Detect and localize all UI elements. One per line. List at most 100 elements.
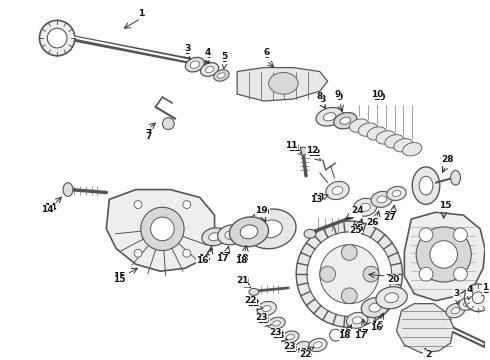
Polygon shape xyxy=(396,303,454,353)
Text: 19: 19 xyxy=(255,206,268,215)
Ellipse shape xyxy=(272,321,280,326)
Ellipse shape xyxy=(307,232,392,316)
Text: 20: 20 xyxy=(386,274,398,283)
Text: 18: 18 xyxy=(339,329,352,338)
Ellipse shape xyxy=(240,225,258,239)
Text: 7: 7 xyxy=(146,129,152,138)
Circle shape xyxy=(141,207,184,251)
Text: 13: 13 xyxy=(312,193,324,202)
Text: 23: 23 xyxy=(283,342,295,351)
Text: 4: 4 xyxy=(466,285,472,294)
Text: 21: 21 xyxy=(238,278,250,287)
Text: 28: 28 xyxy=(441,154,454,163)
Ellipse shape xyxy=(334,113,357,129)
Ellipse shape xyxy=(225,230,238,239)
Text: 28: 28 xyxy=(440,157,452,166)
Ellipse shape xyxy=(369,303,381,312)
Text: 4: 4 xyxy=(204,48,211,57)
Ellipse shape xyxy=(269,72,298,94)
Circle shape xyxy=(162,118,174,130)
Text: 15: 15 xyxy=(440,201,452,210)
Text: 22: 22 xyxy=(299,350,311,359)
Text: 5: 5 xyxy=(221,52,227,61)
Ellipse shape xyxy=(371,192,392,207)
Ellipse shape xyxy=(63,183,73,197)
Text: 23: 23 xyxy=(272,330,285,339)
Ellipse shape xyxy=(394,139,413,152)
Ellipse shape xyxy=(376,131,395,144)
Text: 9: 9 xyxy=(336,93,343,102)
Circle shape xyxy=(342,288,357,303)
Text: 23: 23 xyxy=(255,313,268,322)
Ellipse shape xyxy=(268,317,285,329)
Circle shape xyxy=(150,217,174,241)
Text: 18: 18 xyxy=(235,256,247,265)
Circle shape xyxy=(48,28,67,48)
Text: 1: 1 xyxy=(482,286,488,295)
Ellipse shape xyxy=(403,143,422,156)
Text: 10: 10 xyxy=(370,90,383,99)
Ellipse shape xyxy=(295,341,311,352)
Ellipse shape xyxy=(316,108,343,126)
Circle shape xyxy=(454,228,467,242)
Ellipse shape xyxy=(353,198,377,216)
Circle shape xyxy=(183,249,191,257)
Text: 25: 25 xyxy=(349,226,362,235)
Ellipse shape xyxy=(360,203,370,211)
Ellipse shape xyxy=(229,217,269,247)
Text: 4: 4 xyxy=(466,287,472,296)
Text: 14: 14 xyxy=(41,205,53,214)
Ellipse shape xyxy=(332,186,343,195)
Text: 17: 17 xyxy=(354,330,367,339)
Ellipse shape xyxy=(200,63,219,76)
Text: 11: 11 xyxy=(285,141,297,150)
Text: 16: 16 xyxy=(198,254,211,263)
Text: 26: 26 xyxy=(367,219,379,228)
Text: 15: 15 xyxy=(438,203,450,212)
Text: 3: 3 xyxy=(185,48,191,57)
Ellipse shape xyxy=(259,220,282,238)
Ellipse shape xyxy=(214,70,229,81)
Ellipse shape xyxy=(218,225,245,245)
Circle shape xyxy=(472,292,484,303)
Ellipse shape xyxy=(464,301,471,306)
Text: 3: 3 xyxy=(454,291,461,300)
Circle shape xyxy=(183,201,191,208)
Ellipse shape xyxy=(202,228,227,246)
Circle shape xyxy=(342,245,357,260)
Ellipse shape xyxy=(387,186,406,201)
Text: 8: 8 xyxy=(319,95,326,104)
Text: 15: 15 xyxy=(113,271,125,280)
Polygon shape xyxy=(404,212,485,301)
Text: 14: 14 xyxy=(44,203,56,212)
Ellipse shape xyxy=(218,73,225,78)
Ellipse shape xyxy=(349,119,369,132)
Text: 23: 23 xyxy=(257,316,270,325)
Ellipse shape xyxy=(326,181,349,199)
Ellipse shape xyxy=(352,317,362,324)
Text: 2: 2 xyxy=(425,350,431,359)
Text: 13: 13 xyxy=(310,195,322,204)
Circle shape xyxy=(40,21,75,56)
Text: 15: 15 xyxy=(113,275,125,284)
Text: 17: 17 xyxy=(356,329,368,338)
Text: 22: 22 xyxy=(245,296,257,305)
Ellipse shape xyxy=(320,245,379,303)
Text: 22: 22 xyxy=(300,348,312,357)
Ellipse shape xyxy=(245,209,296,249)
Ellipse shape xyxy=(346,312,368,328)
Polygon shape xyxy=(237,68,328,101)
Text: 18: 18 xyxy=(338,330,351,339)
Text: 10: 10 xyxy=(372,93,385,102)
Text: 17: 17 xyxy=(216,254,229,263)
Text: 23: 23 xyxy=(285,345,297,354)
Polygon shape xyxy=(106,190,215,271)
Ellipse shape xyxy=(358,123,378,136)
Circle shape xyxy=(320,266,336,282)
Ellipse shape xyxy=(392,190,401,197)
Ellipse shape xyxy=(185,57,204,72)
Text: 5: 5 xyxy=(221,55,227,64)
Ellipse shape xyxy=(451,170,461,185)
Text: 16: 16 xyxy=(369,323,382,332)
Text: 18: 18 xyxy=(236,254,248,263)
